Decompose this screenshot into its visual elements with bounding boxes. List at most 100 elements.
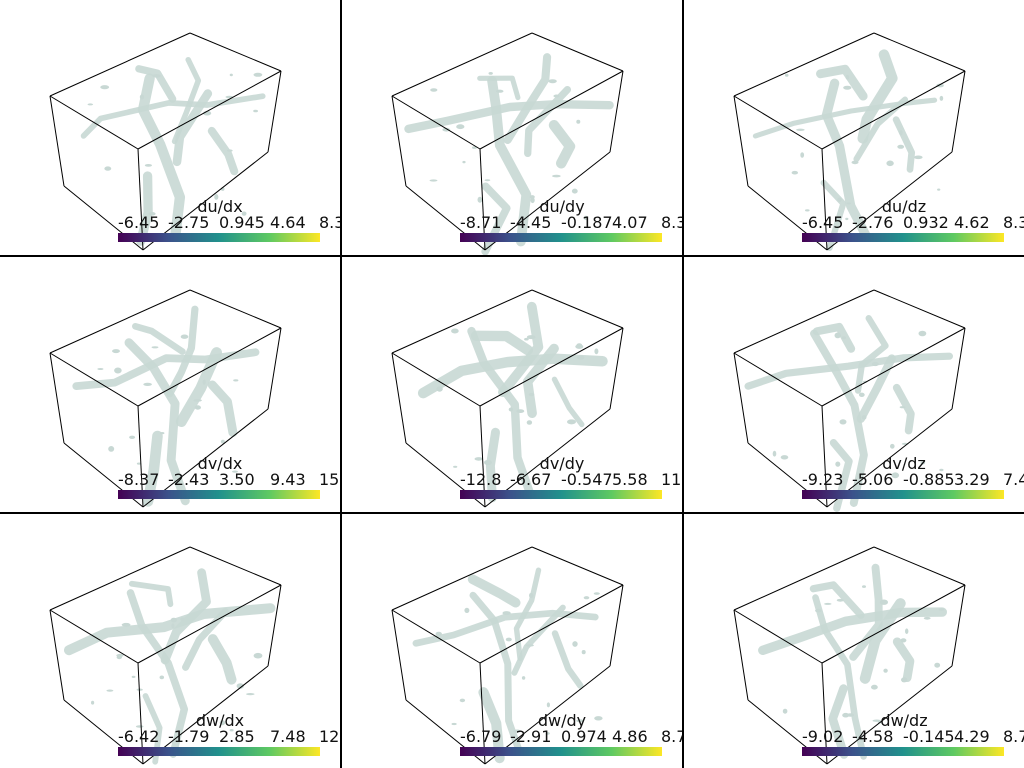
bounding-box-edge — [609, 327, 624, 410]
bounding-box-edge — [391, 609, 407, 701]
isosurface-strand — [417, 353, 608, 399]
isosurface-strand — [859, 598, 906, 684]
subplot-divider — [340, 0, 342, 768]
isosurface-speckle — [937, 188, 941, 191]
colorbar-tick-label: 8.3 — [319, 213, 340, 232]
bounding-box-edge — [189, 32, 282, 72]
isosurface-speckle — [593, 592, 600, 595]
bounding-box-edge — [821, 327, 966, 407]
isosurface-speckle — [151, 346, 159, 349]
isosurface-speckle — [246, 693, 255, 696]
isosurface-speckle — [583, 215, 589, 220]
isosurface-strand — [477, 75, 521, 101]
isosurface-speckle — [890, 443, 895, 449]
subplot-dv-dx: dv/dx -8.37 -2.43 3.50 9.43 15 — [0, 257, 340, 512]
isosurface-speckle — [834, 332, 841, 339]
isosurface-strand — [485, 427, 500, 503]
isosurface-strand — [124, 338, 190, 506]
colorbar-tick-label: 4.29 — [954, 727, 990, 746]
isosurface-speckle — [782, 708, 788, 714]
subplot-dv-dy: dv/dy -12.8 -6.67 -0.547 5.58 11 — [342, 257, 682, 512]
isosurface-speckle — [577, 355, 585, 360]
isosurface-speckle — [920, 461, 926, 465]
isosurface-strand — [498, 301, 544, 398]
isosurface-speckle — [187, 101, 193, 104]
isosurface-strand — [551, 630, 584, 689]
isosurface-speckle — [571, 188, 578, 194]
isosurface-speckle — [841, 336, 846, 340]
colorbar-tick-label: -8.37 — [118, 470, 160, 489]
colorbar-tick-label: -2.75 — [168, 213, 210, 232]
colorbar-tick-label: -5.06 — [852, 470, 894, 489]
isosurface-strand — [522, 343, 559, 418]
bounding-box-edge — [733, 352, 823, 407]
colorbar-title: dv/dx — [197, 454, 243, 473]
isosurface-speckle — [901, 677, 908, 683]
isosurface-speckle — [784, 73, 789, 77]
subplot-du-dz: du/dz -6.45 -2.76 0.932 4.62 8.3 — [684, 0, 1024, 255]
isosurface-speckle — [429, 179, 438, 182]
isosurface-strand — [171, 56, 202, 145]
isosurface-strand — [551, 376, 585, 428]
isosurface-strand — [892, 116, 916, 173]
isosurface-speckle — [529, 195, 535, 199]
isosurface-speckle — [472, 146, 477, 149]
colorbar-tick-label: 4.07 — [612, 213, 648, 232]
isosurface-speckle — [508, 407, 514, 412]
bounding-box-edge — [479, 584, 624, 664]
colorbar-tick-label: 3.29 — [954, 470, 990, 489]
bounding-box-edge — [733, 609, 823, 664]
bounding-box-edge — [49, 95, 139, 150]
isosurface-strand — [135, 65, 177, 103]
bounding-box-edge — [189, 289, 282, 329]
colorbar-title: dv/dy — [539, 454, 585, 473]
isosurface-speckle — [899, 130, 903, 136]
isosurface-strand — [548, 120, 576, 169]
isosurface-speckle — [891, 472, 900, 479]
isosurface-strand — [469, 591, 522, 752]
isosurface-speckle — [144, 164, 152, 167]
bounding-box-edge — [49, 95, 65, 187]
colorbar-tick-label: 15 — [319, 470, 340, 489]
isosurface-strand — [503, 53, 552, 144]
isosurface-strand — [816, 64, 868, 101]
isosurface-speckle — [229, 729, 234, 732]
isosurface-speckle — [220, 439, 225, 444]
isosurface-speckle — [862, 585, 866, 588]
isosurface-speckle — [112, 349, 120, 354]
isosurface-speckle — [546, 702, 550, 708]
bounding-box-edge — [391, 609, 481, 664]
isosurface-speckle — [202, 379, 206, 385]
isosurface-strand — [810, 329, 868, 507]
colorbar-tick-label: -1.79 — [168, 727, 210, 746]
isosurface-speckle — [772, 450, 777, 457]
isosurface-strand — [892, 383, 915, 435]
volume-render — [391, 546, 624, 765]
colorbar-tick-label: -9.02 — [802, 727, 844, 746]
isosurface-speckle — [594, 716, 603, 721]
isosurface-speckle — [435, 631, 442, 636]
bounding-box-edge — [391, 95, 407, 187]
isosurface-speckle — [116, 653, 124, 657]
isosurface-speckle — [521, 676, 526, 680]
colorbar-tick-label: -6.79 — [460, 727, 502, 746]
bounding-box-edge — [733, 609, 749, 701]
isosurface-speckle — [464, 607, 470, 613]
isosurface-strand — [744, 352, 953, 390]
isosurface-speckle — [236, 683, 244, 689]
isosurface-strand — [467, 574, 521, 608]
isosurface-strand — [160, 568, 211, 665]
isosurface-speckle — [934, 662, 941, 668]
isosurface-group — [744, 315, 953, 512]
isosurface-speckle — [214, 194, 219, 200]
isosurface-speckle — [594, 348, 599, 355]
isosurface-speckle — [462, 160, 466, 164]
isosurface-speckle — [842, 712, 850, 718]
colorbar-tick-label: -4.58 — [852, 727, 894, 746]
colorbar-tick-label: -9.23 — [802, 470, 844, 489]
volume-render — [391, 32, 624, 255]
volume-render — [391, 289, 624, 508]
volume-render — [49, 289, 282, 508]
volume-render — [733, 546, 966, 765]
isosurface-speckle — [143, 382, 152, 386]
